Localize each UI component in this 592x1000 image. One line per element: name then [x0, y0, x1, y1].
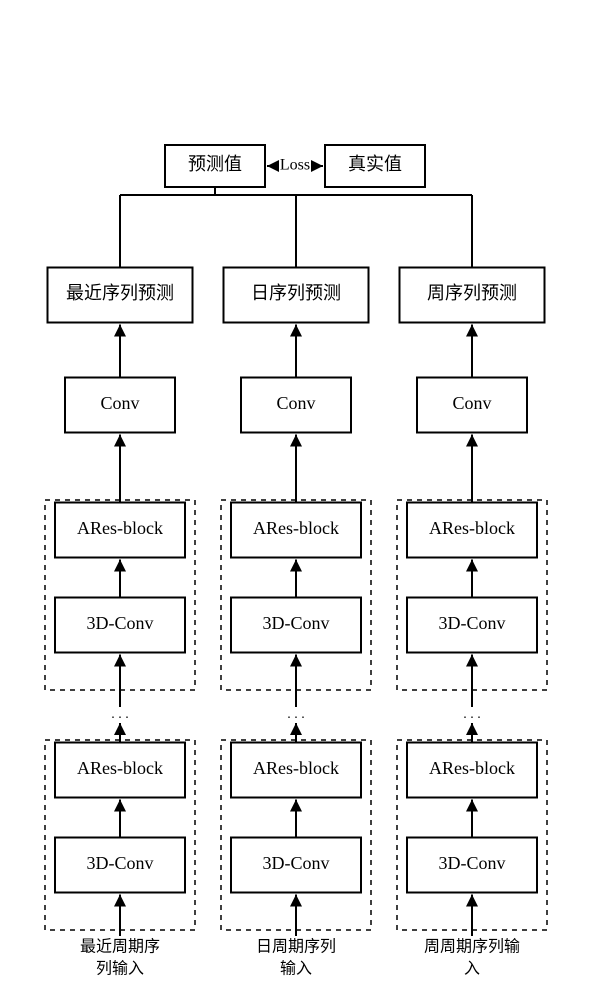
- svg-text:ARes-block: ARes-block: [253, 758, 339, 778]
- svg-text:预测值: 预测值: [188, 154, 242, 174]
- svg-text:. . .: . . .: [287, 707, 305, 722]
- svg-text:3D-Conv: 3D-Conv: [263, 853, 330, 873]
- svg-text:. . .: . . .: [463, 707, 481, 722]
- svg-text:ARes-block: ARes-block: [253, 518, 339, 538]
- svg-text:. . .: . . .: [111, 707, 129, 722]
- svg-text:日序列预测: 日序列预测: [251, 283, 341, 303]
- svg-text:列输入: 列输入: [96, 960, 144, 978]
- svg-text:3D-Conv: 3D-Conv: [87, 853, 154, 873]
- svg-text:ARes-block: ARes-block: [429, 518, 515, 538]
- svg-text:真实值: 真实值: [348, 154, 402, 174]
- svg-text:最近周期序: 最近周期序: [80, 938, 160, 956]
- svg-text:3D-Conv: 3D-Conv: [87, 613, 154, 633]
- architecture-diagram: 最近周期序列输入 3D-Conv ARes-block . . . 3D-Conv ARe…: [0, 0, 592, 1000]
- svg-text:3D-Conv: 3D-Conv: [439, 853, 506, 873]
- svg-text:ARes-block: ARes-block: [77, 518, 163, 538]
- svg-text:Loss: Loss: [280, 157, 310, 174]
- svg-text:最近序列预测: 最近序列预测: [66, 283, 174, 303]
- svg-text:周周期序列输: 周周期序列输: [424, 938, 520, 956]
- svg-text:3D-Conv: 3D-Conv: [263, 613, 330, 633]
- svg-text:Conv: Conv: [276, 393, 315, 413]
- svg-text:3D-Conv: 3D-Conv: [439, 613, 506, 633]
- svg-text:周序列预测: 周序列预测: [427, 283, 517, 303]
- svg-text:Conv: Conv: [100, 393, 139, 413]
- svg-text:Conv: Conv: [452, 393, 491, 413]
- svg-text:ARes-block: ARes-block: [429, 758, 515, 778]
- svg-text:输入: 输入: [280, 960, 312, 978]
- svg-text:ARes-block: ARes-block: [77, 758, 163, 778]
- svg-text:日周期序列: 日周期序列: [256, 938, 336, 956]
- svg-text:入: 入: [464, 961, 480, 978]
